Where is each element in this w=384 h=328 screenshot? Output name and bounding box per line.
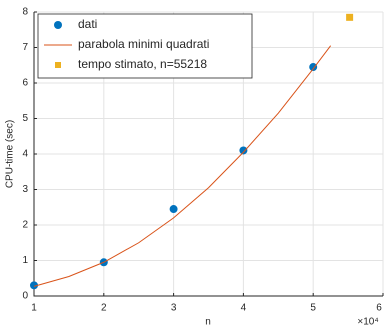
x-tick-label: 2: [101, 303, 107, 314]
legend-swatch: [55, 62, 61, 68]
y-tick-label: 7: [22, 42, 28, 53]
legend-box: [37, 13, 253, 79]
point: [30, 281, 38, 290]
y-tick-label: 5: [22, 113, 28, 124]
point: [309, 63, 318, 72]
x-multiplier: ×10⁴: [357, 317, 378, 328]
axes-box: [33, 12, 383, 297]
y-tick-label: 8: [22, 7, 28, 18]
x-tick-label: 1: [31, 303, 37, 314]
x-axis-label: n: [205, 317, 211, 328]
legend-label: tempo stimato, n=55218: [78, 57, 207, 71]
y-tick-label: 3: [22, 184, 28, 195]
y-tick-label: 1: [22, 255, 28, 266]
point: [169, 205, 178, 214]
y-axis-label: CPU-time (sec): [5, 120, 16, 188]
legend-label: parabola minimi quadrati: [78, 37, 209, 51]
y-tick-label: 0: [22, 291, 28, 302]
legend-label: dati: [78, 17, 97, 31]
y-tick-label: 2: [22, 220, 28, 231]
legend-swatch: [54, 21, 62, 29]
point: [346, 13, 354, 21]
x-tick-label: 5: [310, 303, 316, 314]
x-tick-label: 3: [171, 303, 177, 314]
y-tick-label: 4: [22, 149, 28, 160]
x-tick-label: 6: [376, 303, 382, 314]
y-tick-label: 6: [22, 78, 28, 89]
x-tick-label: 4: [241, 303, 247, 314]
fit-line: [33, 45, 332, 287]
point: [239, 146, 248, 155]
